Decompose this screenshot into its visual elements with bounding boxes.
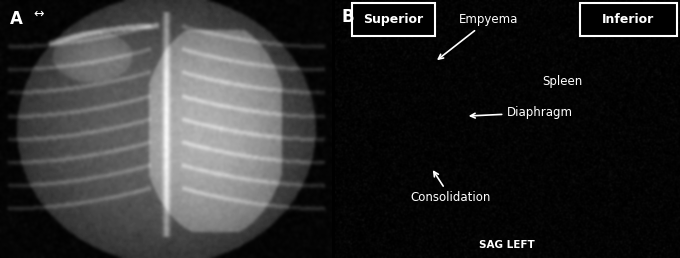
- Text: Spleen: Spleen: [542, 75, 582, 88]
- Text: Diaphragm: Diaphragm: [471, 106, 573, 119]
- Text: SAG LEFT: SAG LEFT: [479, 240, 535, 250]
- Text: Consolidation: Consolidation: [411, 172, 491, 204]
- FancyBboxPatch shape: [352, 3, 435, 36]
- Text: Superior: Superior: [363, 13, 424, 26]
- Text: A: A: [10, 10, 23, 28]
- Text: Empyema: Empyema: [439, 13, 518, 59]
- Text: ↔: ↔: [33, 8, 44, 21]
- Text: Inferior: Inferior: [602, 13, 654, 26]
- Text: B: B: [341, 8, 354, 26]
- FancyBboxPatch shape: [580, 3, 677, 36]
